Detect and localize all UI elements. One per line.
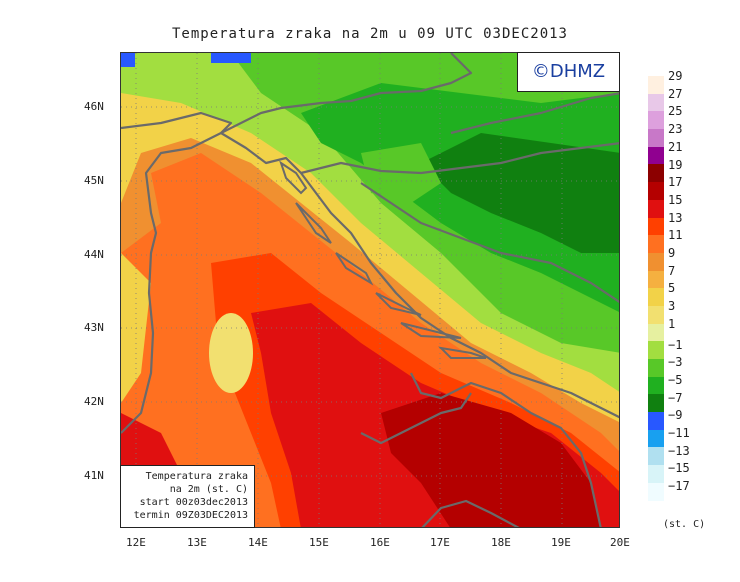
info-line-1: Temperatura zraka [145,471,248,482]
lon-label-16: 16E [370,536,390,549]
lon-label-17: 17E [430,536,450,549]
legend-swatch [648,146,664,165]
legend-label: −1 [668,337,683,352]
legend-label: 21 [668,139,683,154]
legend-label: 29 [668,69,683,83]
legend-swatch [648,412,664,430]
info-box: Temperatura zraka na 2m (st. C) start 00… [120,465,255,528]
lon-label-20: 20E [610,536,630,549]
legend-swatch [648,76,664,94]
color-legend [648,76,664,501]
legend-label: 9 [668,246,676,260]
legend-label: 19 [668,157,683,172]
info-line-2: na 2m (st. C) [169,484,248,495]
field-blue-top [211,53,251,63]
legend-swatch [648,93,664,112]
legend-label: −17 [668,479,690,494]
legend-label: 3 [668,299,676,314]
legend-label: −3 [668,355,683,370]
coastlines [121,53,619,527]
legend-label: 11 [668,228,683,243]
lon-label-13: 13E [187,536,207,549]
legend-unit: (st. C) [663,519,706,530]
legend-label: 17 [668,175,683,190]
info-line-4: termin 09Z03DEC2013 [133,510,248,521]
lat-label-44: 44N [84,248,104,261]
legend-swatch [648,199,664,218]
legend-label: 5 [668,281,676,296]
field-blue-corner [121,53,135,67]
legend-label: 13 [668,210,683,225]
legend-label: 7 [668,263,676,278]
legend-swatch [648,359,664,377]
lat-label-42: 42N [84,395,104,408]
legend-swatch [648,376,664,395]
lat-label-41: 41N [84,469,104,482]
legend-swatch [648,182,664,200]
legend-swatch [648,129,664,147]
map-canvas [121,53,619,527]
legend-label: −11 [668,426,690,440]
lat-label-46: 46N [84,100,104,113]
legend-label: 25 [668,104,683,119]
lat-lon-grid [121,53,619,527]
lat-label-45: 45N [84,174,104,187]
lon-label-15: 15E [309,536,329,549]
temperature-map[interactable] [120,52,620,528]
lat-label-43: 43N [84,321,104,334]
field-dark-red [381,393,601,527]
legend-swatch [648,465,664,483]
legend-swatch [648,482,664,501]
islands [279,160,487,359]
legend-label: −15 [668,461,690,476]
field-coldest-land [421,133,619,253]
legend-label: 23 [668,122,683,137]
legend-swatch [648,429,664,448]
legend-swatch [648,323,664,342]
field-pale-patch [209,313,253,393]
map-title: Temperatura zraka na 2m u 09 UTC 03DEC20… [171,26,568,42]
legend-swatch [648,447,664,466]
legend-swatch [648,164,664,183]
legend-swatch [648,235,664,253]
lon-label-14: 14E [248,536,268,549]
legend-swatch [648,288,664,306]
legend-label: 27 [668,86,683,101]
lon-label-18: 18E [491,536,511,549]
legend-swatch [648,270,664,289]
legend-label: 1 [668,316,676,331]
info-line-3: start 00z03dec2013 [139,497,248,508]
dhmz-logo: ©DHMZ [517,52,620,92]
legend-swatch [648,394,664,413]
legend-swatch [648,252,664,271]
legend-label: −13 [668,443,690,458]
legend-swatch [648,111,664,130]
lon-label-19: 19E [551,536,571,549]
legend-label: −7 [668,390,683,405]
legend-label: 15 [668,192,683,207]
legend-label: −5 [668,372,683,387]
lon-label-12: 12E [126,536,146,549]
legend-swatch [648,341,664,359]
legend-label: −9 [668,408,683,423]
legend-swatch [648,305,664,324]
legend-swatch [648,217,664,236]
